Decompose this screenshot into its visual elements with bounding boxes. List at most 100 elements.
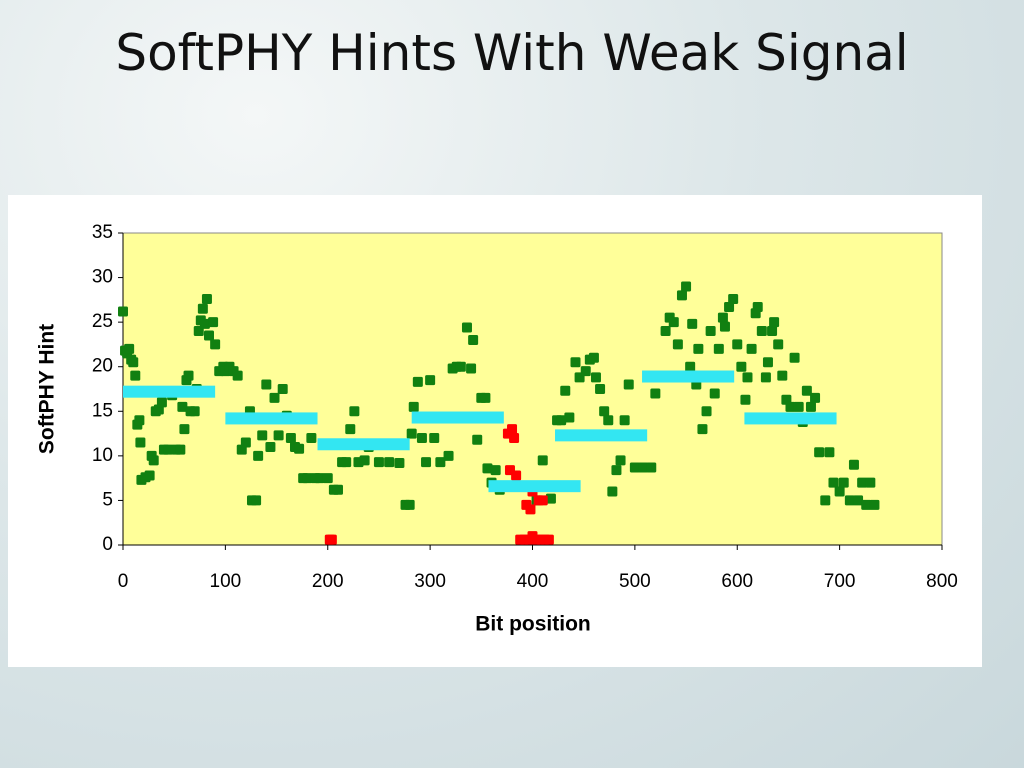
point — [124, 343, 135, 354]
point — [736, 361, 747, 372]
point — [435, 457, 446, 468]
point — [384, 457, 395, 468]
point — [810, 392, 821, 403]
point — [756, 326, 767, 337]
point — [861, 499, 872, 510]
point — [269, 392, 280, 403]
point — [865, 477, 876, 488]
point — [713, 343, 724, 354]
average-segment — [642, 370, 735, 383]
point — [650, 388, 661, 399]
point — [537, 495, 548, 506]
point — [156, 397, 167, 408]
point — [257, 430, 268, 441]
point — [746, 343, 757, 354]
point — [742, 372, 753, 383]
point — [345, 424, 356, 435]
point — [773, 339, 784, 350]
point — [466, 363, 477, 374]
point — [175, 444, 186, 455]
average-segment — [225, 412, 318, 425]
point — [564, 412, 575, 423]
point — [359, 455, 370, 466]
y-tick-label: 35 — [92, 222, 113, 243]
point — [128, 357, 139, 368]
point — [273, 430, 284, 441]
point — [455, 361, 466, 372]
x-tick-label: 800 — [926, 571, 958, 592]
point — [580, 366, 591, 377]
point — [793, 401, 804, 412]
point — [805, 401, 816, 412]
point — [705, 326, 716, 337]
point — [183, 370, 194, 381]
point — [719, 321, 730, 332]
y-tick-label: 5 — [102, 489, 113, 510]
point — [509, 433, 520, 444]
point — [801, 385, 812, 396]
y-tick-label: 15 — [92, 400, 113, 421]
point — [853, 495, 864, 506]
point — [429, 433, 440, 444]
x-tick-label: 400 — [517, 571, 549, 592]
average-segment — [317, 438, 410, 451]
point — [857, 477, 868, 488]
point — [294, 443, 305, 454]
point — [828, 477, 839, 488]
y-tick-label: 0 — [102, 534, 113, 555]
point — [672, 339, 683, 350]
point — [638, 462, 649, 473]
point — [425, 375, 436, 386]
point — [611, 465, 622, 476]
point — [265, 441, 276, 452]
y-tick-label: 10 — [92, 445, 113, 466]
point — [232, 370, 243, 381]
point — [480, 392, 491, 403]
point — [134, 415, 145, 426]
point — [210, 339, 221, 350]
x-tick-label: 100 — [210, 571, 242, 592]
point — [732, 339, 743, 350]
point — [130, 370, 141, 381]
point — [824, 447, 835, 458]
point — [556, 415, 567, 426]
point — [332, 484, 343, 495]
point — [443, 450, 454, 461]
x-tick-label: 200 — [312, 571, 344, 592]
point — [490, 465, 501, 476]
point — [163, 444, 174, 455]
average-segment — [411, 411, 504, 424]
point — [838, 477, 849, 488]
point — [461, 322, 472, 333]
point — [179, 424, 190, 435]
point — [681, 281, 692, 292]
point — [208, 317, 219, 328]
point — [201, 293, 212, 304]
x-tick-label: 700 — [824, 571, 856, 592]
point — [373, 457, 384, 468]
point — [416, 433, 427, 444]
point — [251, 495, 262, 506]
point — [693, 343, 704, 354]
y-tick-label: 25 — [92, 311, 113, 332]
average-segment — [123, 385, 216, 398]
point — [285, 433, 296, 444]
y-axis-label: SoftPHY Hint — [36, 324, 59, 454]
point — [599, 406, 610, 417]
point — [709, 388, 720, 399]
x-tick-label: 0 — [118, 571, 129, 592]
point — [615, 455, 626, 466]
point — [406, 428, 417, 439]
point — [588, 352, 599, 363]
point — [408, 401, 419, 412]
point — [199, 318, 210, 329]
point — [728, 293, 739, 304]
point — [590, 372, 601, 383]
point — [848, 459, 859, 470]
point — [760, 372, 771, 383]
point — [144, 470, 155, 481]
point — [820, 495, 831, 506]
y-tick-label: 30 — [92, 267, 113, 288]
point — [560, 385, 571, 396]
